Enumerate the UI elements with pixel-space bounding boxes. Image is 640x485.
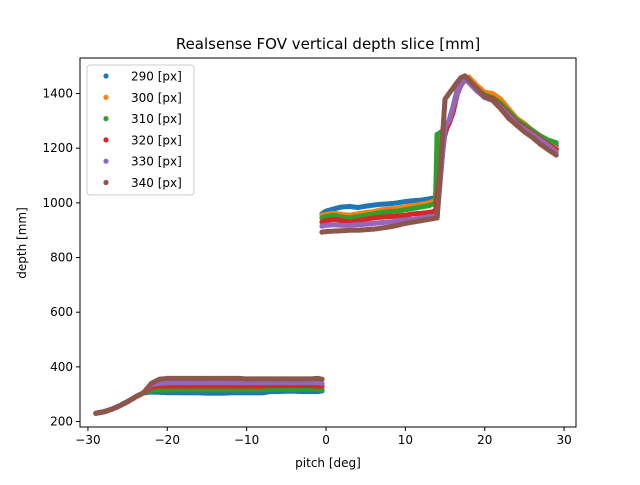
legend-marker: [103, 158, 109, 164]
legend-marker: [103, 179, 109, 186]
series-5: [93, 73, 559, 416]
x-tick-label: 30: [556, 433, 571, 447]
y-tick-label: 1000: [42, 196, 73, 210]
data-point: [319, 376, 325, 382]
y-tick-label: 1400: [42, 87, 73, 101]
legend-marker: [103, 73, 109, 79]
data-point: [319, 380, 325, 386]
y-ticks: 200 400 600 800 1000 1200 1400: [42, 87, 80, 429]
legend-marker: [103, 116, 109, 122]
x-tick-label: −10: [234, 433, 259, 447]
x-axis-label: pitch [deg]: [295, 456, 361, 470]
legend-label: 320 [px]: [131, 133, 182, 147]
y-tick-label: 600: [50, 305, 73, 319]
y-tick-label: 1200: [42, 141, 73, 155]
x-tick-label: −30: [75, 433, 100, 447]
plot-points: [93, 73, 559, 416]
data-point: [553, 140, 559, 146]
legend-label: 340 [px]: [131, 176, 182, 190]
x-tick-label: −20: [155, 433, 180, 447]
y-axis-label: depth [mm]: [15, 207, 29, 278]
plot-frame: [79, 57, 577, 428]
legend-label: 310 [px]: [131, 112, 182, 126]
legend-marker: [103, 137, 109, 143]
x-tick-label: 0: [322, 433, 330, 447]
legend: 290 [px] 300 [px] 310 [px] 320 [px] 330 [px]…: [86, 64, 195, 196]
legend-marker: [103, 94, 109, 100]
y-tick-label: 200: [50, 415, 73, 429]
data-point: [553, 152, 559, 158]
y-tick-label: 800: [50, 251, 73, 265]
x-tick-label: 10: [398, 433, 413, 447]
legend-box: [86, 64, 195, 196]
y-tick-label: 400: [50, 360, 73, 374]
legend-label: 330 [px]: [131, 155, 182, 169]
x-ticks: −30 −20 −10 0 10 20 30: [75, 427, 572, 447]
chart-title: Realsense FOV vertical depth slice [mm]: [176, 35, 480, 53]
x-tick-label: 20: [477, 433, 492, 447]
legend-label: 290 [px]: [131, 70, 182, 84]
legend-label: 300 [px]: [131, 91, 182, 105]
